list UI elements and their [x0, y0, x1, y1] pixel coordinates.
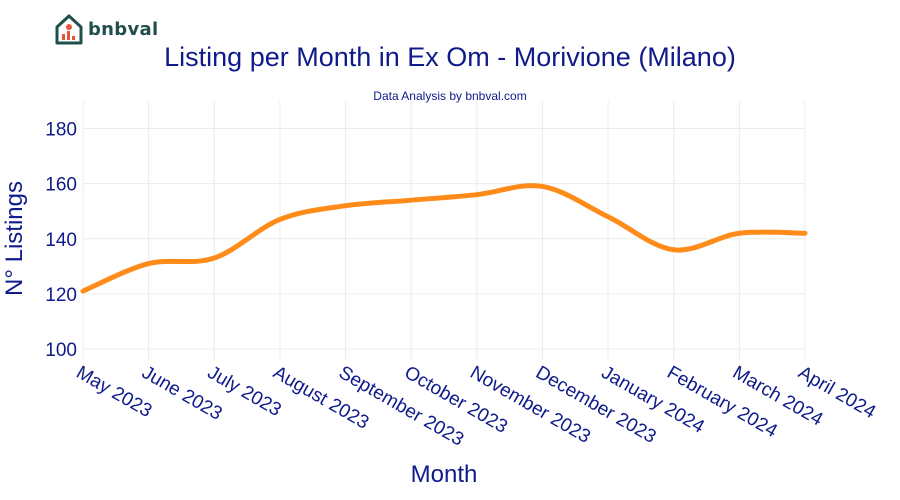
y-tick-label: 140 [45, 230, 77, 251]
x-tick-label: February 2024 [663, 362, 781, 442]
brand-name: bnbval [88, 18, 159, 40]
chart-title: Listing per Month in Ex Om - Morivione (… [164, 42, 736, 72]
house-chart-icon [55, 14, 83, 45]
y-axis-title: N° Listings [1, 181, 28, 296]
x-axis-title: Month [411, 461, 478, 488]
brand-logo: bnbval [54, 12, 158, 46]
series-line [80, 183, 808, 294]
y-tick-label: 120 [45, 285, 77, 306]
y-tick-label: 160 [45, 175, 77, 196]
chart-subtitle: Data Analysis by bnbval.com [373, 89, 527, 103]
grid-lines [82, 101, 806, 360]
series-group [80, 183, 808, 294]
y-axis-ticks: 100 120 140 160 180 [45, 120, 77, 361]
y-tick-label: 100 [45, 340, 77, 361]
y-tick-label: 180 [45, 120, 77, 141]
